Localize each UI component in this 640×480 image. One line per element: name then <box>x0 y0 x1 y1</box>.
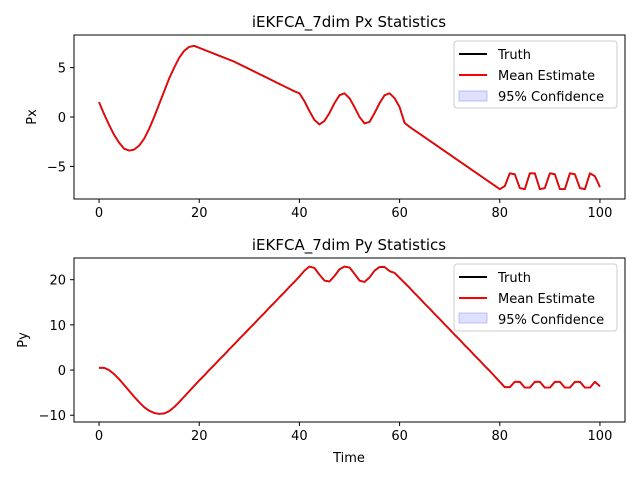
px-x-tick-label: 0 <box>95 206 103 221</box>
px-x-tick-label: 40 <box>291 206 308 221</box>
py-x-tick-label: 0 <box>95 429 103 444</box>
py-y-tick-label: 20 <box>49 274 66 289</box>
px-y-tick-label: 5 <box>58 62 66 77</box>
px-x-tick-label: 100 <box>588 206 613 221</box>
py-x-tick-label: 100 <box>588 429 613 444</box>
px-x-tick-label: 80 <box>491 206 508 221</box>
py-series-group <box>99 265 601 415</box>
px-legend-mean-label: Mean Estimate <box>498 69 595 84</box>
px-y-axis-label: Px <box>25 109 40 125</box>
px-chart-title: iEKFCA_7dim Px Statistics <box>252 13 446 32</box>
py-legend: Truth Mean Estimate 95% Confidence <box>453 263 618 332</box>
py-x-tick-label: 80 <box>491 429 508 444</box>
px-series-group <box>98 44 601 191</box>
px-x-tick-label: 60 <box>391 206 408 221</box>
py-mean-estimate-line <box>99 265 601 415</box>
py-x-tick-label: 20 <box>191 429 208 444</box>
px-mean-estimate-line <box>98 45 601 190</box>
py-axes-frame <box>73 257 626 423</box>
py-legend-mean-label: Mean Estimate <box>498 292 595 307</box>
py-x-axis-label: Time <box>332 451 365 466</box>
px-legend-truth-label: Truth <box>497 48 531 63</box>
px-legend-confidence-swatch <box>458 90 488 102</box>
py-y-tick-label: −10 <box>39 409 66 424</box>
py-chart-title: iEKFCA_7dim Py Statistics <box>252 236 446 255</box>
px-legend: Truth Mean Estimate 95% Confidence <box>453 40 618 109</box>
py-plot-area: 0 20 40 60 80 100 −10 0 10 20 <box>39 257 626 444</box>
py-x-tick-label: 60 <box>391 429 408 444</box>
py-legend-truth-label: Truth <box>497 271 531 286</box>
px-x-tick-label: 20 <box>191 206 208 221</box>
py-y-tick-label: 0 <box>58 364 66 379</box>
py-panel: iEKFCA_7dim Py Statistics 0 20 40 60 80 100−1… <box>16 236 626 466</box>
px-panel: iEKFCA_7dim Px Statistics 0 20 40 60 80 100 −5… <box>25 13 626 221</box>
py-legend-frame <box>453 263 618 332</box>
px-plot-area: 0 20 40 60 80 100 −5 0 5 <box>47 34 626 221</box>
py-y-tick-label: 10 <box>49 319 66 334</box>
px-y-tick-label: 0 <box>58 111 66 126</box>
px-legend-frame <box>453 40 618 109</box>
py-legend-confidence-label: 95% Confidence <box>498 313 604 328</box>
py-x-tick-label: 40 <box>291 429 308 444</box>
px-legend-confidence-label: 95% Confidence <box>498 90 604 105</box>
py-legend-confidence-swatch <box>458 312 488 324</box>
px-y-tick-label: −5 <box>47 160 66 175</box>
py-y-axis-label: Py <box>16 332 31 348</box>
